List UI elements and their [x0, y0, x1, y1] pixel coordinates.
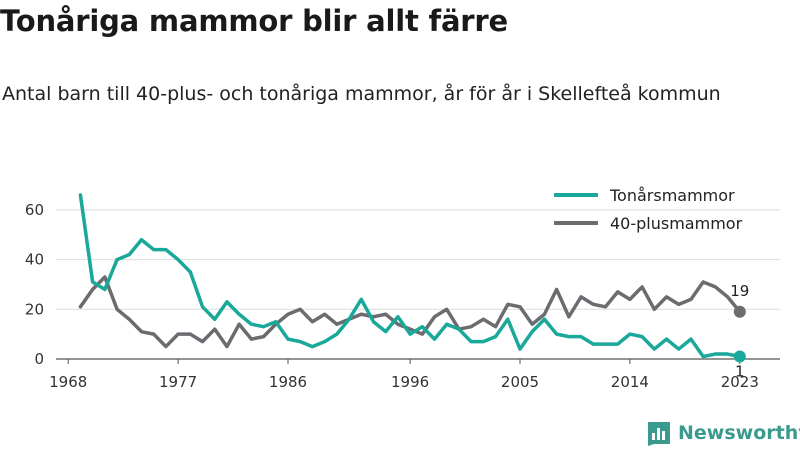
x-tick-label: 2005	[501, 373, 539, 391]
bar-chart-logo-icon	[648, 422, 670, 446]
x-tick-label: 1968	[49, 373, 87, 391]
page-title: Tonåriga mammor blir allt färre	[0, 4, 508, 38]
y-tick-label: 0	[34, 350, 44, 368]
y-tick-label: 20	[25, 300, 44, 318]
brand-name: Newsworthy	[678, 422, 800, 444]
end-value-label: 1	[735, 363, 745, 381]
x-tick-label: 2014	[611, 373, 649, 391]
legend-label: 40-plusmammor	[610, 214, 743, 233]
y-tick-label: 60	[25, 201, 44, 219]
page-subtitle: Antal barn till 40-plus- och tonåriga ma…	[2, 83, 721, 105]
series-line-tonårsmammor	[78, 193, 742, 359]
newsworthy-logo: Newsworthy	[646, 420, 800, 446]
end-point-40-plusmammor	[733, 305, 746, 318]
x-tick-label: 2023	[721, 373, 759, 391]
series-lines	[78, 193, 742, 359]
x-tick-label: 1977	[159, 373, 197, 391]
legend: Tonårsmammor 40-plusmammor	[554, 186, 743, 233]
x-tick-label: 1996	[391, 373, 429, 391]
line-chart: 0 20 40 60 1968 1977 1986 1996 2005 2014 2023 Ton…	[25, 186, 780, 391]
end-value-label: 19	[730, 282, 749, 300]
y-axis: 0 20 40 60	[25, 201, 44, 368]
x-tick-label: 1986	[269, 373, 307, 391]
y-tick-label: 40	[25, 251, 44, 269]
series-line-40-plusmammor	[78, 275, 742, 349]
end-labels: 19 1	[730, 282, 749, 381]
end-point-tonårsmammor	[733, 350, 746, 363]
legend-label: Tonårsmammor	[609, 186, 735, 205]
x-axis: 1968 1977 1986 1996 2005 2014 2023	[49, 359, 759, 391]
